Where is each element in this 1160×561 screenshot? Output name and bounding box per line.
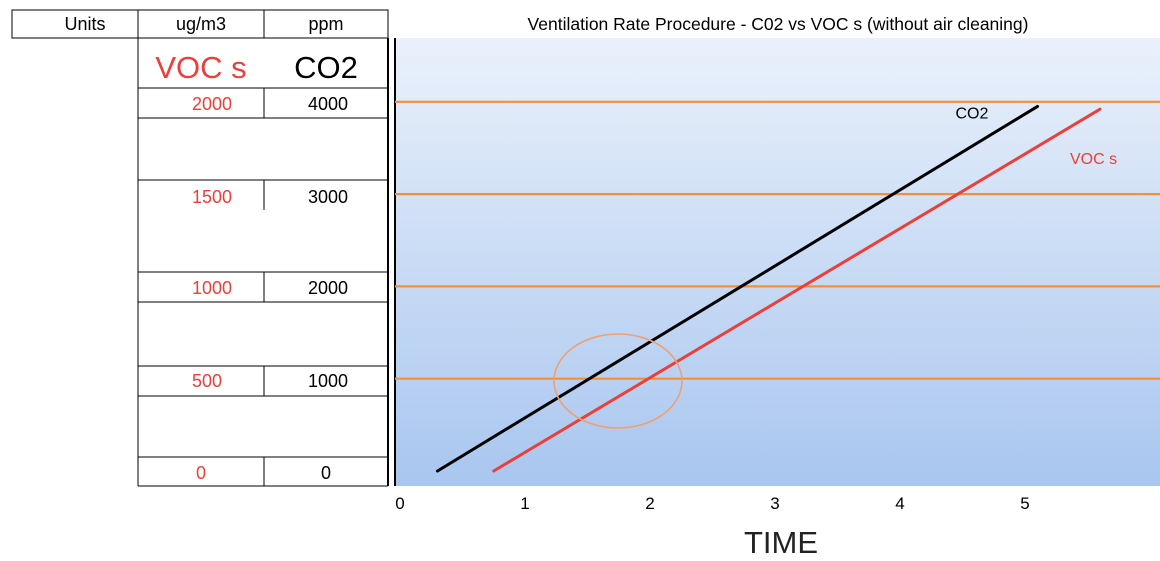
header-ppm: ppm (308, 14, 343, 34)
header-ugm3: ug/m3 (176, 14, 226, 34)
co2-value: 3000 (308, 187, 348, 207)
co2-value: 0 (321, 463, 331, 483)
voc-series-label: VOC s (1070, 151, 1117, 168)
x-tick-label: 5 (1020, 494, 1029, 513)
line-chart: Ventilation Rate Procedure - C02 vs VOC … (394, 14, 1160, 560)
units-table: Units ug/m3 ppm VOC s CO2 (11, 9, 389, 487)
table-row: 1500 3000 (192, 187, 348, 207)
voc-column-label: VOC s (155, 50, 246, 85)
x-tick-labels: 0 1 2 3 4 5 (395, 494, 1029, 513)
x-axis-label: TIME (744, 525, 818, 560)
co2-value: 1000 (308, 371, 348, 391)
voc-series-line (492, 107, 1102, 473)
table-row: 1000 2000 (192, 278, 348, 298)
table-row: 0 0 (196, 463, 331, 483)
table-row: 2000 4000 (192, 94, 348, 114)
table-row-lines (138, 87, 388, 487)
x-tick-label: 0 (395, 494, 404, 513)
x-tick-label: 2 (645, 494, 654, 513)
chart-title: Ventilation Rate Procedure - C02 vs VOC … (528, 14, 1029, 34)
x-tick-label: 4 (895, 494, 904, 513)
header-cell-ppm (263, 9, 389, 39)
co2-series-line (436, 104, 1039, 473)
plot-area (395, 38, 1160, 486)
voc-value: 2000 (192, 94, 232, 114)
voc-value: 1500 (192, 187, 232, 207)
co2-column-label: CO2 (294, 50, 358, 85)
header-units: Units (64, 14, 105, 34)
table-row: 500 1000 (192, 371, 348, 391)
voc-value: 500 (192, 371, 222, 391)
co2-value: 2000 (308, 278, 348, 298)
highlight-circle (553, 333, 683, 429)
x-tick-label: 3 (770, 494, 779, 513)
series-layer: CO2 VOC s (436, 104, 1117, 473)
co2-value: 4000 (308, 94, 348, 114)
gridlines (395, 100, 1160, 380)
co2-series-label: CO2 (956, 105, 989, 122)
x-tick-label: 1 (520, 494, 529, 513)
voc-value: 0 (196, 463, 206, 483)
voc-value: 1000 (192, 278, 232, 298)
